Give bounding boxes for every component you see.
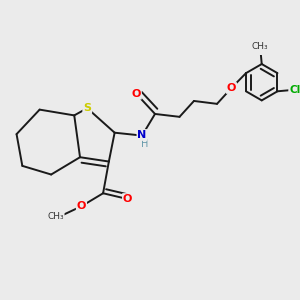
Text: O: O <box>227 83 236 93</box>
Text: O: O <box>123 194 132 204</box>
Text: N: N <box>137 130 147 140</box>
Text: S: S <box>83 103 91 113</box>
Text: O: O <box>132 89 141 99</box>
Text: O: O <box>77 201 86 211</box>
Text: CH₃: CH₃ <box>252 42 268 51</box>
Text: CH₃: CH₃ <box>47 212 64 221</box>
Text: Cl: Cl <box>289 85 300 95</box>
Text: H: H <box>141 139 148 149</box>
